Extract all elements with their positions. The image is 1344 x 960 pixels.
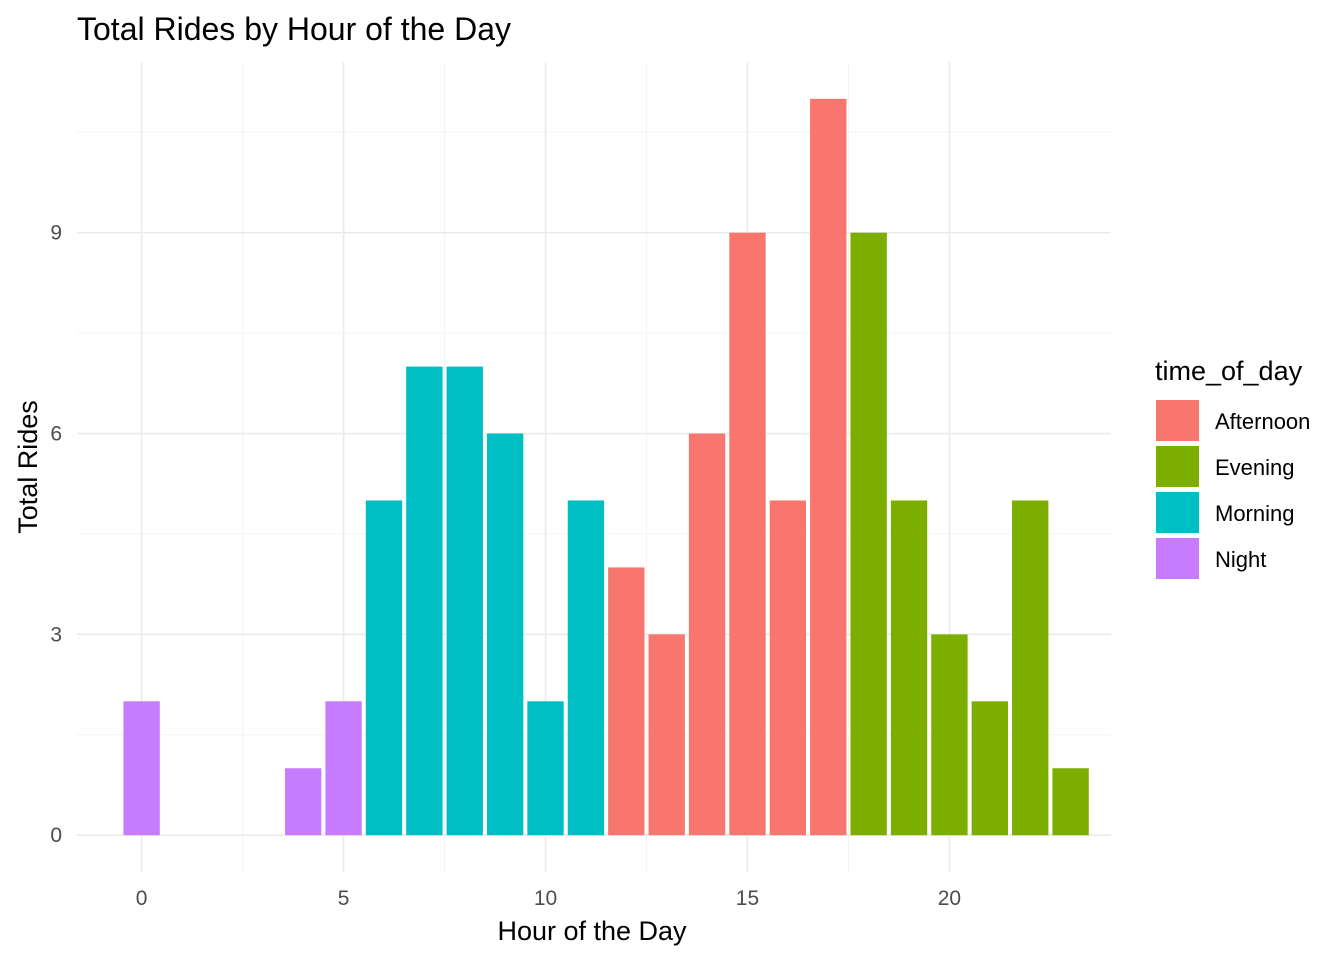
bar-hour-11	[567, 500, 605, 836]
bar-hour-14	[688, 433, 726, 836]
y-axis-title: Total Rides	[13, 400, 43, 534]
x-tick-label: 20	[938, 887, 961, 910]
legend-label-evening: Evening	[1215, 455, 1295, 480]
bar-hour-5	[325, 701, 362, 836]
legend-label-morning: Morning	[1215, 501, 1294, 526]
bar-hour-4	[285, 768, 322, 836]
y-tick-label: 3	[50, 623, 62, 646]
bar-hour-13	[648, 634, 685, 836]
legend-label-night: Night	[1215, 547, 1266, 572]
x-tick-label: 0	[136, 887, 148, 910]
legend-swatch-evening	[1156, 446, 1199, 487]
x-axis-title: Hour of the Day	[497, 916, 687, 946]
legend-label-afternoon: Afternoon	[1215, 409, 1310, 434]
x-tick-label: 10	[534, 887, 557, 910]
bar-hour-6	[365, 500, 403, 836]
y-tick-label: 6	[50, 423, 62, 446]
legend-swatch-afternoon	[1156, 400, 1199, 441]
bar-hour-22	[1012, 500, 1049, 836]
bar-hour-17	[810, 98, 847, 836]
bar-hour-10	[527, 701, 564, 836]
legend-swatch-morning	[1156, 492, 1199, 533]
bars	[123, 98, 1089, 836]
bar-hour-12	[608, 567, 645, 836]
bar-hour-18	[850, 232, 887, 836]
bar-hour-8	[446, 366, 483, 836]
bar-hour-23	[1052, 768, 1089, 836]
bar-hour-0	[123, 701, 160, 836]
legend-title: time_of_day	[1155, 356, 1303, 386]
legend-swatch-night	[1156, 538, 1199, 579]
y-tick-label: 0	[50, 824, 62, 847]
bar-hour-20	[931, 634, 968, 836]
legend: time_of_day Afternoon Evening Morning Night	[1155, 356, 1310, 579]
bar-hour-19	[890, 500, 928, 836]
bar-hour-16	[769, 500, 807, 836]
x-tick-label: 15	[736, 887, 759, 910]
tick-labels: 0 5 10 15 20 0 3 6 9	[50, 222, 961, 910]
bar-hour-7	[406, 366, 443, 836]
y-tick-label: 9	[50, 222, 62, 245]
chart-title: Total Rides by Hour of the Day	[77, 11, 511, 47]
bar-hour-15	[729, 232, 766, 836]
bar-hour-21	[971, 701, 1009, 836]
x-tick-label: 5	[338, 887, 350, 910]
bar-hour-9	[486, 433, 524, 836]
